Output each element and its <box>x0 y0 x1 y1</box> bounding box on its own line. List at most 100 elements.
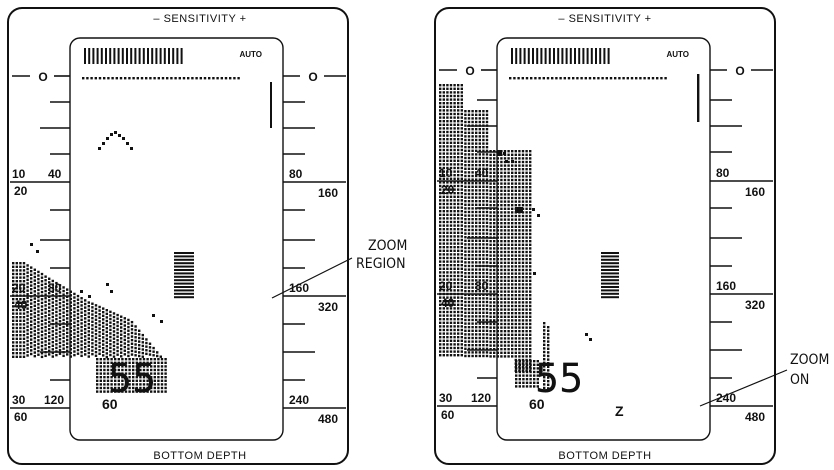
lcd-dot <box>30 316 33 320</box>
lcd-dot <box>40 319 44 323</box>
lcd-dot <box>475 257 478 260</box>
lcd-dot <box>529 378 532 381</box>
lcd-dot <box>44 333 47 336</box>
zoomed-bottom-spike <box>543 322 550 390</box>
lcd-dot <box>489 322 492 326</box>
lcd-dot <box>489 337 492 340</box>
lcd-dot <box>485 138 489 142</box>
lcd-dot <box>489 189 492 192</box>
lcd-dot <box>12 290 15 294</box>
lcd-dot <box>475 138 478 142</box>
lcd-dot <box>141 337 144 340</box>
lcd-dot <box>471 318 474 322</box>
lcd-dot <box>460 102 463 105</box>
lcd-dot <box>98 305 101 309</box>
bottom-profile <box>12 262 162 359</box>
left-scale-120: 120 <box>44 393 64 407</box>
lcd-dot <box>446 332 449 335</box>
lcd-dot <box>66 328 69 331</box>
lcd-dot <box>123 349 126 352</box>
lcd-dot <box>69 304 72 308</box>
lcd-dot <box>514 175 517 178</box>
lcd-dot <box>457 220 460 224</box>
lcd-dot <box>439 350 442 353</box>
lcd-dot <box>157 77 160 80</box>
lcd-dot <box>525 279 528 282</box>
lcd-dot <box>496 204 499 207</box>
lcd-dot <box>33 282 36 286</box>
lcd-dot <box>460 220 463 224</box>
lcd-dot <box>496 175 499 178</box>
lcd-dot <box>37 270 40 274</box>
lcd-dot <box>464 257 467 260</box>
lcd-dot <box>529 211 532 214</box>
lcd-dot <box>500 222 503 225</box>
lcd-dot <box>525 344 528 347</box>
lcd-dot <box>514 225 517 228</box>
lcd-dot <box>475 135 478 138</box>
lcd-dot <box>91 302 94 305</box>
lcd-dot <box>471 167 474 170</box>
lcd-dot <box>94 343 98 347</box>
lcd-dot <box>12 319 15 322</box>
lcd-dot <box>507 222 510 225</box>
lcd-dot <box>514 178 517 182</box>
lcd-dot <box>467 171 471 174</box>
lcd-dot <box>489 254 492 257</box>
callout-zoom-on-line1: ZOOM <box>790 352 829 368</box>
lcd-dot <box>503 304 507 308</box>
lcd-dot <box>478 138 481 142</box>
lcd-dot <box>464 221 467 224</box>
lcd-dot <box>48 346 51 349</box>
sensitivity-segment <box>100 48 103 64</box>
lcd-dot <box>96 372 99 375</box>
lcd-dot <box>493 340 496 344</box>
lcd-dot <box>457 109 460 112</box>
lcd-dot <box>157 386 160 390</box>
lcd-dot <box>500 290 503 293</box>
lcd-dot <box>471 297 474 300</box>
lcd-dot <box>559 77 562 80</box>
lcd-dot <box>478 257 481 260</box>
lcd-dot <box>515 363 518 366</box>
lcd-dot <box>525 385 529 388</box>
lcd-dot <box>518 326 521 329</box>
lcd-dot <box>503 250 507 254</box>
lcd-dot <box>442 260 445 263</box>
lcd-dot <box>500 279 503 282</box>
lcd-dot <box>442 242 445 245</box>
lcd-dot <box>471 142 474 145</box>
lcd-dot <box>525 204 528 207</box>
lcd-dot <box>58 312 62 316</box>
zero-right-label: O <box>735 64 744 78</box>
lcd-dot <box>84 306 87 309</box>
lcd-dot <box>37 274 40 277</box>
lcd-dot <box>529 326 532 329</box>
lcd-dot <box>489 160 492 164</box>
sensitivity-segment <box>96 48 99 64</box>
lcd-dot <box>467 286 471 289</box>
lcd-dot <box>116 317 119 320</box>
lcd-dot <box>442 91 445 94</box>
lcd-dot <box>521 326 525 329</box>
lcd-dot <box>153 372 156 375</box>
lcd-dot <box>478 329 481 332</box>
lcd-dot <box>482 196 485 199</box>
lcd-dot <box>493 261 496 264</box>
lcd-dot <box>84 317 87 320</box>
zoom-bar-line <box>601 269 619 271</box>
lcd-dot <box>460 246 463 249</box>
lcd-dot <box>121 390 124 393</box>
lcd-dot <box>453 123 456 126</box>
lcd-dot <box>467 326 471 329</box>
lcd-dot <box>37 295 40 299</box>
lcd-dot <box>80 307 83 311</box>
lcd-dot <box>500 301 503 304</box>
lcd-dot <box>460 134 463 137</box>
lcd-dot <box>507 171 510 174</box>
lcd-dot <box>453 238 456 242</box>
lcd-dot <box>485 214 489 217</box>
lcd-dot <box>123 353 126 356</box>
lcd-dot <box>98 77 102 80</box>
sensitivity-bar-graph <box>511 48 610 64</box>
